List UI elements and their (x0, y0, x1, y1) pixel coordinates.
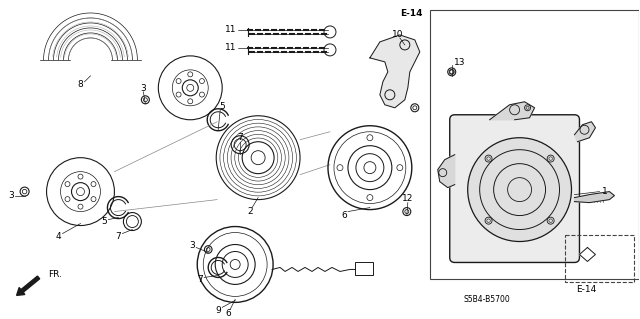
Text: 2: 2 (247, 207, 253, 216)
Text: 11: 11 (225, 43, 236, 52)
FancyBboxPatch shape (450, 115, 579, 263)
Bar (430, 10, 639, 279)
Polygon shape (575, 192, 614, 203)
Text: 9: 9 (215, 306, 221, 315)
Text: E-14: E-14 (577, 285, 596, 294)
Text: 8: 8 (77, 80, 83, 89)
Text: 3: 3 (9, 191, 15, 200)
FancyArrow shape (17, 276, 40, 295)
Text: 1: 1 (602, 187, 607, 196)
Bar (564, 234, 634, 282)
Text: 13: 13 (454, 58, 465, 67)
Text: 4: 4 (56, 232, 61, 241)
Polygon shape (370, 35, 420, 108)
Polygon shape (490, 102, 534, 120)
Text: FR.: FR. (49, 270, 63, 279)
Text: S5B4-B5700: S5B4-B5700 (463, 295, 510, 304)
Polygon shape (579, 248, 595, 262)
Text: E-14: E-14 (401, 10, 423, 19)
Text: 3: 3 (141, 84, 146, 93)
Polygon shape (575, 122, 595, 142)
Bar (355, 263, 373, 275)
Text: 6: 6 (341, 211, 347, 220)
Text: 7: 7 (197, 275, 203, 284)
Text: 5: 5 (102, 217, 108, 226)
Text: 5: 5 (220, 102, 225, 111)
Circle shape (468, 138, 572, 241)
Text: 7: 7 (237, 133, 243, 142)
Text: 12: 12 (402, 194, 413, 203)
Polygon shape (438, 155, 455, 188)
Text: 3: 3 (189, 241, 195, 250)
Text: 6: 6 (225, 309, 231, 318)
Text: 11: 11 (225, 26, 236, 34)
Text: 10: 10 (392, 30, 404, 40)
Text: 7: 7 (116, 232, 122, 241)
